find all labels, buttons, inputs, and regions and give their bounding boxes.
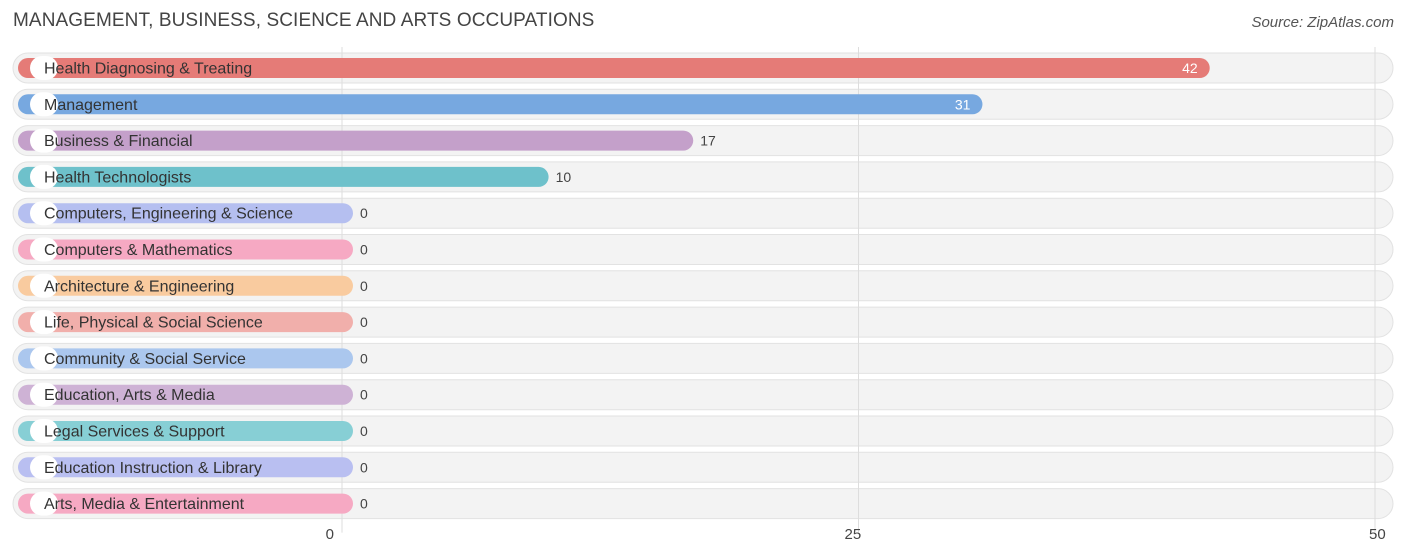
bar: [18, 457, 353, 478]
value-label: 31: [955, 96, 971, 112]
bar: [18, 493, 353, 514]
category-label-pill: [30, 164, 58, 189]
bar: [18, 203, 353, 224]
category-label: Health Diagnosing & Treating: [44, 61, 252, 78]
bar: [18, 130, 694, 151]
row-background: [12, 306, 1394, 338]
x-axis-ticks: 0 25 50: [326, 526, 1386, 543]
row-background: [12, 415, 1394, 447]
category-label: Management: [44, 97, 138, 114]
row-background: [12, 342, 1394, 374]
row-background: [12, 197, 1394, 229]
category-label-pill: [30, 201, 58, 226]
bar: [18, 166, 549, 187]
bar: [18, 239, 353, 260]
category-label: Life, Physical & Social Science: [44, 315, 263, 332]
category-label-pill: [30, 455, 58, 480]
category-label: Computers, Engineering & Science: [44, 206, 293, 223]
bar: [18, 275, 353, 296]
category-label: Computers & Mathematics: [44, 242, 233, 259]
bar: [18, 348, 353, 369]
category-label-pill: [30, 56, 58, 80]
category-label: Business & Financial: [44, 133, 193, 150]
value-label: 42: [1182, 60, 1198, 76]
value-label: 0: [360, 423, 368, 439]
category-label: Education Instruction & Library: [44, 460, 262, 477]
row-background: [12, 234, 1394, 265]
category-label-pill: [30, 419, 58, 443]
bars: Health Diagnosing & Treating 42 Management…: [18, 56, 1210, 516]
category-label-pill: [30, 273, 58, 298]
category-label: Arts, Media & Entertainment: [44, 496, 245, 513]
category-label-pill: [30, 92, 58, 117]
row-background: [12, 451, 1394, 483]
category-label: Architecture & Engineering: [44, 278, 234, 295]
value-label: 0: [360, 314, 368, 330]
category-label: Legal Services & Support: [44, 424, 225, 441]
category-label: Community & Social Service: [44, 351, 246, 368]
value-label: 10: [556, 169, 572, 185]
category-label-pill: [30, 128, 58, 153]
source-note: Source: ZipAtlas.com: [1251, 14, 1394, 31]
value-label: 0: [360, 350, 368, 366]
tick-label: 0: [326, 526, 334, 543]
value-label: 0: [360, 242, 368, 258]
bar: [18, 94, 983, 115]
category-label-pill: [30, 382, 58, 407]
category-label-pill: [30, 346, 58, 371]
category-label-pill: [30, 491, 58, 516]
tick-label: 50: [1369, 526, 1386, 543]
value-label: 0: [360, 459, 368, 475]
value-label: 0: [360, 278, 368, 294]
bar: [18, 312, 353, 333]
value-label: 17: [700, 133, 716, 149]
value-label: 0: [360, 387, 368, 403]
bar: [18, 384, 353, 405]
row-background: [12, 488, 1394, 520]
value-label: 0: [360, 496, 368, 512]
row-background: [12, 379, 1394, 411]
value-label: 0: [360, 205, 368, 221]
category-label-pill: [30, 237, 58, 262]
category-label-pill: [30, 310, 58, 335]
tick-label: 25: [845, 526, 862, 543]
row-background: [12, 270, 1394, 302]
chart-title: MANAGEMENT, BUSINESS, SCIENCE AND ARTS O…: [13, 10, 595, 31]
bar: [18, 421, 353, 441]
category-label: Education, Arts & Media: [44, 387, 215, 404]
category-label: Health Technologists: [44, 169, 191, 186]
bar: [18, 58, 1210, 78]
